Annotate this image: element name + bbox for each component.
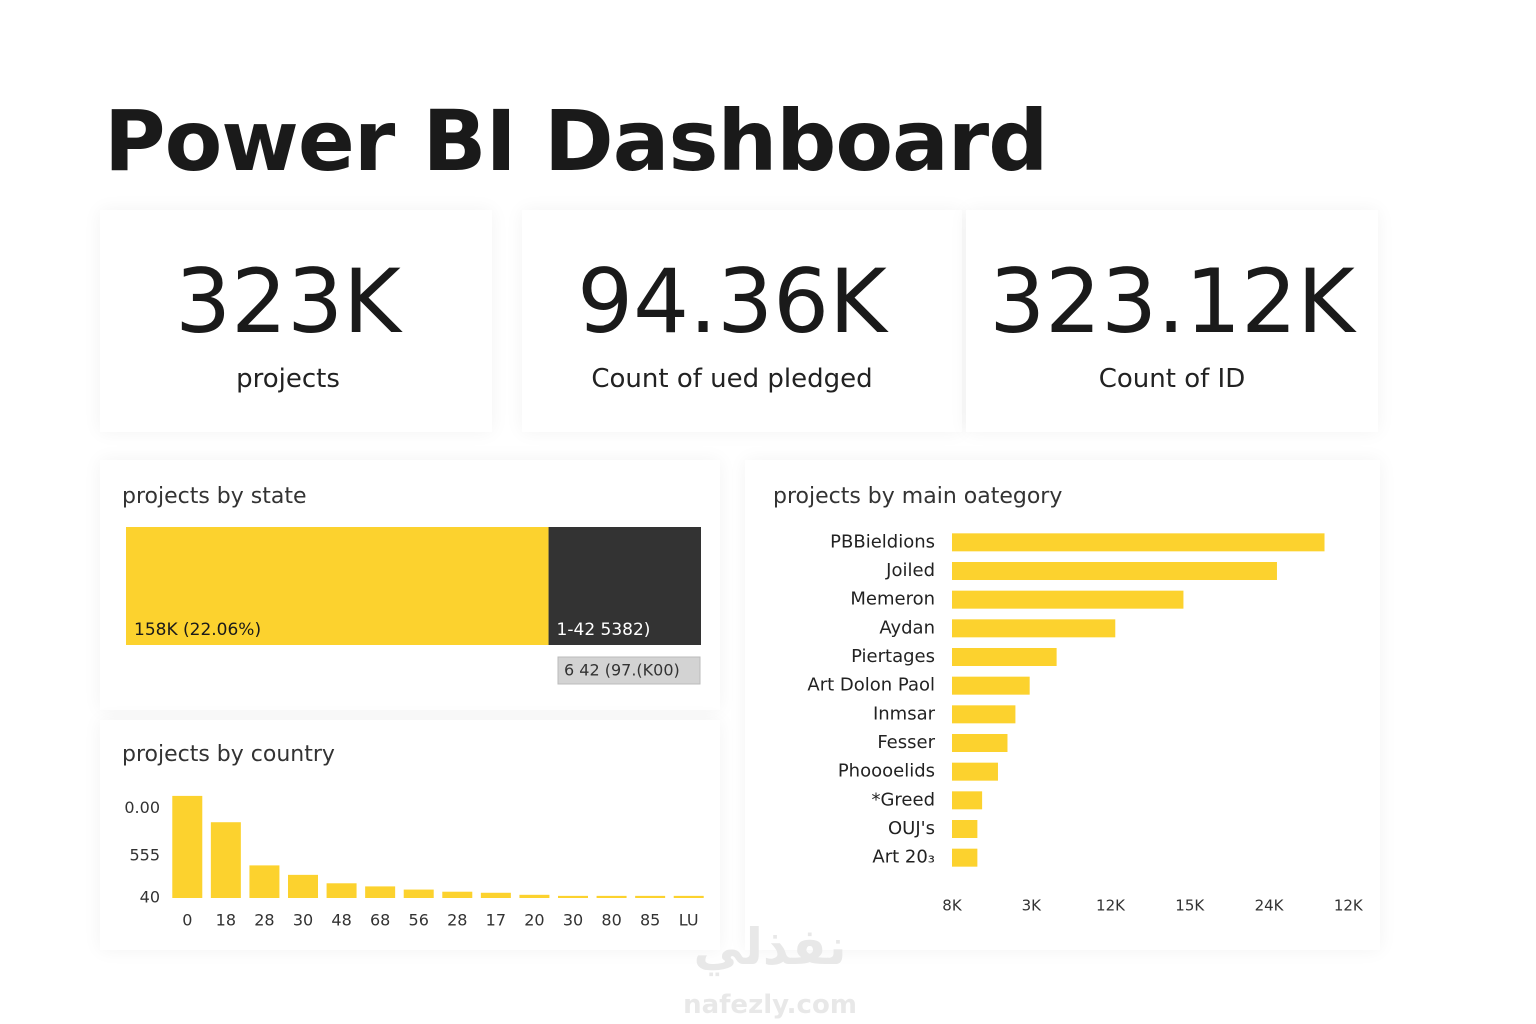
kpi-value: 94.36K (577, 250, 887, 353)
chart-title: projects by main oategory (773, 484, 1062, 509)
bar (326, 883, 357, 898)
x-tick-label: 20 (524, 911, 544, 930)
bar (952, 676, 1030, 695)
kpi-label: projects (236, 364, 340, 394)
bar (952, 533, 1325, 552)
bar (952, 648, 1057, 666)
bar-segment (548, 527, 701, 645)
x-tick-label: 85 (640, 911, 660, 930)
data-label: 158K (22.06%) (134, 620, 261, 640)
x-tick-label: 68 (370, 911, 390, 930)
x-tick-label: 28 (447, 911, 467, 930)
y-tick-label: OUJ's (888, 818, 935, 839)
y-tick-label: Art 20₃ (872, 847, 935, 868)
bar (952, 762, 998, 781)
x-tick-label: 30 (293, 911, 313, 930)
bar (952, 562, 1277, 580)
data-label: 1-42 5382) (557, 620, 651, 640)
y-tick-label: Piertages (851, 646, 935, 667)
x-tick-label: 15K (1175, 897, 1205, 915)
kpi-card: 323.12K Count of ID (966, 210, 1378, 432)
x-tick-label: 24K (1255, 897, 1285, 915)
y-tick-label: 555 (129, 845, 160, 864)
page-title: Power BI Dashboard (104, 92, 1048, 190)
x-tick-label: 30 (563, 911, 583, 930)
x-tick-label: 48 (331, 911, 351, 930)
y-tick-label: Memeron (850, 589, 935, 610)
kpi-value: 323K (175, 250, 401, 353)
bar (365, 886, 396, 898)
bar-segment (126, 527, 549, 645)
y-tick-label: 40 (140, 888, 160, 907)
bar (952, 590, 1184, 609)
bar (635, 895, 666, 898)
bar (210, 822, 241, 898)
kpi-card-panel (966, 210, 1378, 432)
annotation: 6 42 (97.(K00) (564, 661, 680, 680)
y-tick-label: *Greed (871, 789, 935, 810)
bar (249, 865, 280, 898)
x-tick-label: 12K (1096, 897, 1126, 915)
kpi-value: 323.12K (989, 250, 1355, 353)
y-tick-label: Fesser (877, 732, 935, 753)
bar (952, 820, 978, 838)
bar (558, 895, 588, 898)
bar (952, 619, 1116, 638)
y-tick-label: Inmsar (873, 703, 936, 724)
chart-panel (100, 720, 720, 950)
x-tick-label: 3K (1022, 897, 1043, 915)
bar (442, 891, 473, 898)
kpi-label: Count of ID (1098, 364, 1246, 394)
bar (596, 895, 627, 898)
bar (673, 895, 704, 898)
bar (952, 791, 983, 810)
bar (288, 874, 318, 898)
x-tick-label: 12K (1334, 897, 1364, 915)
bar (952, 734, 1008, 752)
kpi-label: Count of ued pledged (591, 364, 873, 394)
bar (403, 889, 434, 898)
y-tick-label: Aydan (879, 617, 935, 638)
x-tick-label: 80 (601, 911, 621, 930)
annotation-box (557, 656, 701, 685)
kpi-card: 323K projects (100, 210, 476, 432)
chart-title: projects by country (122, 742, 335, 767)
x-tick-label: 17 (486, 911, 506, 930)
chart-title: projects by state (122, 484, 307, 509)
kpi-card-panel (522, 210, 962, 432)
y-tick-label: Phoooelids (838, 761, 935, 782)
bar (480, 892, 511, 898)
y-tick-label: Joiled (885, 560, 935, 581)
y-tick-label: PBBieldions (830, 531, 935, 552)
x-tick-label: 56 (409, 911, 429, 930)
y-tick-label: 0.00 (124, 798, 160, 817)
kpi-card: 94.36K Count of ued pledged (522, 210, 942, 432)
watermark-latin: nafezly.com (683, 990, 857, 1020)
watermark-arabic: نفذلي (693, 918, 847, 976)
x-tick-label: 18 (216, 911, 236, 930)
x-tick-label: 0 (182, 911, 192, 930)
x-tick-label: LU (679, 911, 699, 930)
bar (172, 795, 203, 898)
x-tick-label: 8K (942, 897, 963, 915)
kpi-card-panel (100, 210, 492, 432)
bar (952, 705, 1016, 724)
bar (952, 848, 978, 867)
x-tick-label: 28 (254, 911, 274, 930)
bar (519, 894, 550, 898)
y-tick-label: Art Dolon Paol (807, 675, 935, 696)
